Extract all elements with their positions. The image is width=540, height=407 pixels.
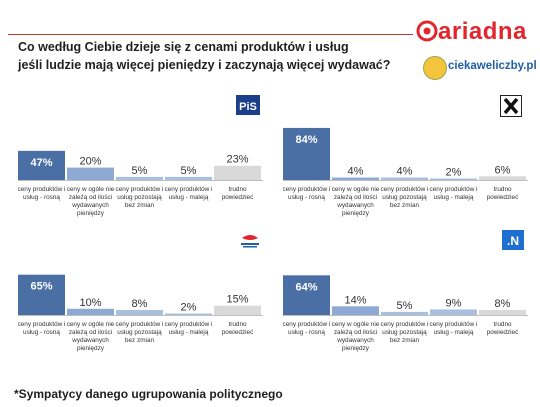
category-label: ceny w ogóle nie zależą od ilości wydawany…	[67, 186, 115, 217]
bar	[479, 176, 526, 180]
data-label: 10%	[79, 297, 101, 309]
header-divider	[8, 34, 413, 35]
bar	[18, 150, 65, 180]
bar	[479, 310, 526, 315]
category-label: trudno powiedzieć	[487, 186, 519, 201]
category-label: ceny w ogóle nie zależą od ilości wydawany…	[67, 321, 115, 352]
po-logo-icon	[241, 235, 259, 248]
data-label: 20%	[79, 156, 101, 168]
bar	[18, 274, 65, 315]
category-label: trudno powiedzieć	[222, 321, 254, 336]
category-label: ceny produktów i usług - maleją	[430, 186, 478, 201]
data-label: 8%	[132, 298, 148, 310]
data-label: 9%	[446, 297, 462, 309]
data-label: 6%	[495, 164, 511, 176]
kukiz-logo-icon	[500, 95, 522, 117]
data-label: 14%	[344, 294, 366, 306]
chart-panel-pis: 47% ceny produktów i usług - rosną 20% ceny …	[18, 150, 263, 217]
data-label: 15%	[226, 294, 248, 306]
chart-panel-kukiz: 84% ceny produktów i usług - rosną 4% ceny w…	[283, 127, 528, 217]
category-label: ceny w ogóle nie zależą od ilości wydawany…	[332, 321, 380, 352]
category-label: ceny produktów i usług - maleją	[165, 321, 213, 336]
category-label: ceny w ogóle nie zależą od ilości wydawany…	[332, 186, 380, 217]
category-label: ceny produktów i usług pozostają bez zmian	[381, 186, 429, 209]
data-label: 23%	[226, 154, 248, 166]
brand-name: ariadna	[438, 18, 527, 45]
category-label: ceny produktów i usług - rosną	[18, 321, 65, 336]
bar	[67, 167, 114, 180]
footnote: *Sympatycy danego ugrupowania polityczne…	[14, 387, 283, 401]
data-label: 65%	[30, 281, 52, 293]
data-label: 64%	[295, 281, 317, 293]
category-label: ceny produktów i usług - maleją	[165, 186, 213, 201]
category-label: trudno powiedzieć	[222, 186, 254, 201]
data-label: 47%	[30, 157, 52, 169]
category-label: ceny produktów i usług pozostają bez zmian	[116, 186, 164, 209]
data-label: 5%	[397, 300, 413, 312]
category-label: ceny produktów i usług pozostają bez zmian	[116, 321, 164, 344]
svg-text:.N: .N	[507, 234, 519, 248]
category-label: ceny produktów i usług - rosną	[18, 186, 65, 201]
title-line-1: Co według Ciebie dzieje się z cenami pro…	[18, 40, 349, 54]
svg-text:PiS: PiS	[239, 101, 257, 113]
bar	[165, 176, 212, 180]
data-label: 5%	[181, 165, 197, 177]
category-label: ceny produktów i usług pozostają bez zmian	[381, 321, 429, 344]
data-label: 5%	[132, 165, 148, 177]
data-label: 2%	[446, 167, 462, 179]
bar	[283, 275, 330, 315]
category-label: ceny produktów i usług - rosną	[283, 321, 330, 336]
category-label: ceny produktów i usług - maleją	[430, 321, 478, 336]
title-line-2: jeśli ludzie mają więcej pieniędzy i zac…	[18, 58, 391, 72]
data-label: 2%	[181, 302, 197, 314]
bar	[283, 127, 330, 180]
nowoczesna-logo-icon: .N	[502, 230, 524, 250]
data-label: 4%	[397, 166, 413, 178]
chart-panel-po: 65% ceny produktów i usług - rosną 10% ceny …	[18, 274, 263, 352]
bar	[67, 308, 114, 315]
bar	[332, 306, 379, 315]
ariadna-logo-icon	[416, 20, 438, 42]
data-label: 8%	[495, 298, 511, 310]
data-label: 4%	[348, 166, 364, 178]
data-label: 84%	[295, 134, 317, 146]
site-name: ciekaweliczby.pl	[448, 60, 537, 72]
bar	[332, 177, 379, 180]
ciekaweliczby-logo-icon	[423, 56, 447, 80]
category-label: trudno powiedzieć	[487, 321, 519, 336]
bar	[214, 305, 261, 315]
bar	[381, 177, 428, 180]
category-label: ceny produktów i usług - rosną	[283, 186, 330, 201]
bar	[381, 311, 428, 315]
bar	[116, 176, 163, 180]
page-title: Co według Ciebie dzieje się z cenami pro…	[18, 38, 418, 74]
bar	[214, 165, 261, 180]
pis-logo-icon: PiS	[236, 95, 260, 115]
bar	[165, 313, 212, 315]
chart-panel-nowoczesna: 64% ceny produktów i usług - rosną 14% ceny …	[283, 275, 528, 352]
bar	[430, 178, 477, 180]
bar	[116, 310, 163, 315]
bar	[430, 309, 477, 315]
